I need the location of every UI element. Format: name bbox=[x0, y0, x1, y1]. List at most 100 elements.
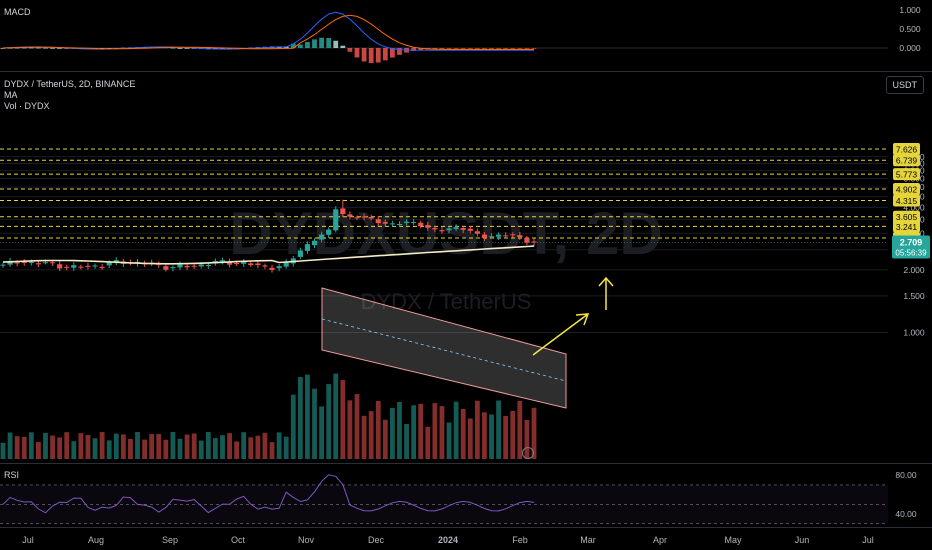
macd-histogram-bar bbox=[503, 48, 509, 49]
watermark-subtitle: DYDX / TetherUS bbox=[361, 289, 532, 314]
volume-bar bbox=[319, 406, 324, 459]
volume-bar bbox=[411, 405, 417, 459]
volume-bar bbox=[375, 400, 381, 459]
macd-histogram-bar bbox=[375, 48, 381, 63]
level-badge bbox=[893, 143, 920, 156]
volume-bar bbox=[460, 408, 466, 459]
volume-bar bbox=[170, 432, 176, 459]
macd-histogram-bar bbox=[361, 48, 367, 62]
volume-bar bbox=[347, 400, 353, 459]
level-badge bbox=[893, 220, 920, 233]
candle-body bbox=[517, 235, 523, 238]
symbol-line[interactable]: DYDX / TetherUS, 2D, BINANCE bbox=[4, 79, 136, 89]
volume-bar bbox=[354, 394, 360, 459]
volume-bar bbox=[312, 388, 317, 459]
volume-bar bbox=[113, 433, 119, 459]
last-price-badge bbox=[892, 235, 930, 259]
pane-separator[interactable] bbox=[0, 527, 932, 528]
macd-histogram-bar bbox=[297, 44, 303, 48]
pane-separator[interactable] bbox=[0, 71, 932, 72]
candle-body bbox=[0, 264, 6, 266]
macd-histogram-bar bbox=[482, 48, 487, 49]
macd-histogram-bar bbox=[531, 48, 537, 49]
price-pane[interactable]: 7.0006.5006.0005.5005.0004.5004.0003.500… bbox=[0, 72, 932, 464]
volume-bar bbox=[361, 415, 367, 459]
level-badge-label: 5.773 bbox=[896, 170, 918, 180]
volume-bar bbox=[446, 422, 452, 459]
candle-body bbox=[283, 262, 289, 267]
volume-bar bbox=[482, 412, 487, 459]
volume-bar bbox=[333, 373, 339, 459]
macd-histogram-bar bbox=[418, 48, 424, 50]
candle-body bbox=[439, 230, 445, 232]
macd-histogram-bar bbox=[489, 48, 494, 49]
macd-histogram-bar bbox=[312, 39, 317, 48]
macd-histogram-bar bbox=[524, 48, 530, 49]
volume-bar bbox=[198, 440, 204, 459]
ma-indicator-label[interactable]: MA bbox=[4, 90, 18, 100]
volume-bar bbox=[368, 411, 374, 459]
volume-bar bbox=[213, 438, 218, 459]
volume-bar bbox=[85, 434, 91, 459]
macd-histogram-bar bbox=[496, 48, 501, 49]
candle-body bbox=[453, 227, 459, 229]
rsi-line bbox=[2, 474, 535, 514]
candle-body bbox=[276, 266, 282, 269]
volume-bar bbox=[524, 420, 530, 459]
volume-indicator-label[interactable]: Vol · DYDX bbox=[4, 101, 50, 111]
time-axis[interactable]: Jul Aug Sep Oct Nov Dec 2024 Feb Mar Apr May Jun Jul bbox=[0, 528, 932, 550]
volume-bar bbox=[269, 442, 275, 459]
candle-body bbox=[333, 209, 339, 231]
volume-bar bbox=[241, 432, 247, 459]
candle-body bbox=[191, 265, 197, 267]
macd-histogram-bar bbox=[382, 48, 388, 61]
rsi-pane[interactable]: 80.00 40.00 bbox=[0, 464, 932, 526]
volume-bar bbox=[517, 400, 523, 459]
candle-body bbox=[85, 265, 91, 267]
time-tick-label: Aug bbox=[88, 535, 104, 545]
candle-body bbox=[28, 261, 34, 264]
macd-histogram-bar bbox=[340, 45, 346, 48]
candle-body bbox=[163, 266, 169, 270]
macd-histogram-bar bbox=[453, 48, 459, 49]
candle-body bbox=[396, 224, 403, 226]
candle-body bbox=[510, 234, 516, 236]
candle-body bbox=[354, 217, 360, 219]
volume-bar bbox=[510, 410, 516, 459]
volume-bar bbox=[248, 437, 254, 459]
candle-body bbox=[248, 263, 254, 266]
volume-bar bbox=[390, 407, 395, 459]
candle-body bbox=[347, 214, 353, 217]
macd-histogram-bar bbox=[411, 48, 417, 52]
macd-histogram-bar bbox=[170, 47, 176, 49]
volume-bar bbox=[297, 377, 303, 459]
macd-histogram-bar bbox=[177, 48, 183, 49]
candle-body bbox=[382, 222, 388, 224]
volume-bar bbox=[432, 403, 438, 459]
macd-histogram-bar bbox=[184, 48, 190, 49]
macd-histogram-bar bbox=[21, 47, 27, 49]
level-badge bbox=[893, 210, 920, 223]
time-tick-label: Jun bbox=[795, 535, 810, 545]
volume-bar bbox=[503, 416, 509, 459]
currency-button[interactable]: USDT bbox=[885, 76, 924, 94]
time-tick-label: Jul bbox=[862, 535, 874, 545]
level-badge-label: 7.626 bbox=[896, 145, 918, 155]
volume-bar bbox=[205, 432, 211, 459]
macd-histogram-bar bbox=[347, 48, 353, 52]
time-tick-label: Sep bbox=[162, 535, 178, 545]
time-tick-label: 2024 bbox=[438, 535, 458, 545]
candle-body bbox=[170, 267, 176, 269]
level-badge bbox=[893, 168, 920, 181]
volume-bar bbox=[439, 406, 445, 459]
pane-separator[interactable] bbox=[0, 463, 932, 464]
candle-body bbox=[340, 208, 346, 215]
replay-icon bbox=[522, 447, 534, 459]
volume-bar bbox=[290, 394, 296, 459]
level-badge-label: 4.902 bbox=[896, 184, 918, 194]
candle-body bbox=[297, 250, 303, 257]
time-tick-label: Oct bbox=[231, 535, 246, 545]
candle-body bbox=[524, 237, 530, 243]
macd-pane[interactable]: 1.000 0.500 0.000 bbox=[0, 0, 932, 70]
volume-bar bbox=[418, 403, 424, 459]
